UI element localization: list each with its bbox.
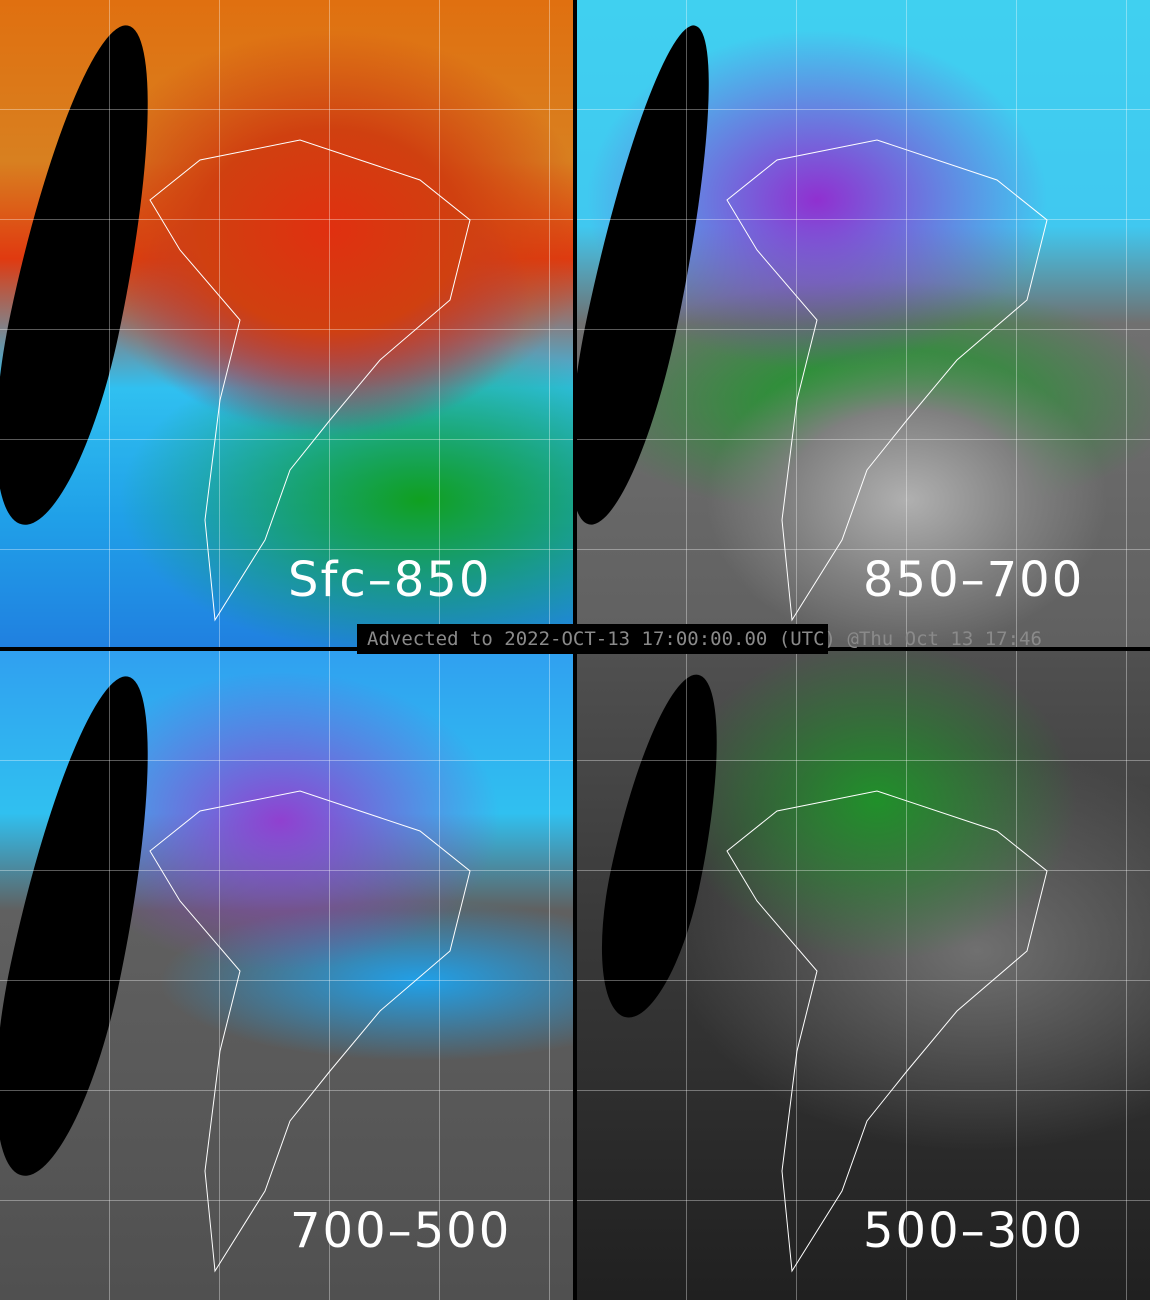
lat-lon-grid <box>577 651 1150 1300</box>
lat-lon-grid <box>0 651 573 1300</box>
panel-500-300: 500–300 <box>577 651 1150 1300</box>
layer-label: 700–500 <box>290 1203 512 1259</box>
coastline <box>726 139 1048 622</box>
panel-850-700: 850–700 <box>577 0 1150 647</box>
coastline <box>149 139 471 622</box>
layer-label: 850–700 <box>863 552 1085 608</box>
panel-700-500: 700–500 <box>0 651 573 1300</box>
layer-label: 500–300 <box>863 1203 1085 1259</box>
coastline <box>149 790 471 1273</box>
coastline <box>726 790 1048 1273</box>
lat-lon-grid <box>0 0 573 647</box>
layer-label: Sfc–850 <box>288 552 492 608</box>
timestamp-banner <box>357 624 828 654</box>
timestamp-text: Advected to 2022-OCT-13 17:00:00.00 (UTC… <box>367 628 1042 650</box>
panel-sfc-850: Sfc–850 <box>0 0 573 647</box>
lat-lon-grid <box>577 0 1150 647</box>
